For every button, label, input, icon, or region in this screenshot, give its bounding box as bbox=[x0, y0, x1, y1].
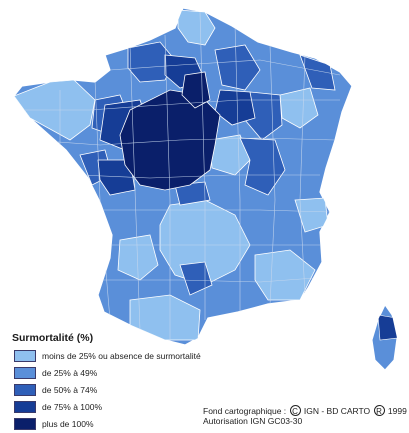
region-50-74-h bbox=[179, 261, 213, 296]
region-light-south bbox=[117, 234, 159, 281]
region-light-north bbox=[177, 9, 216, 46]
legend-title: Surmortalité (%) bbox=[12, 332, 94, 344]
source-middle: IGN - BD CARTO bbox=[301, 406, 373, 416]
region-light-provence bbox=[254, 249, 316, 301]
legend-label-4: de 75% à 100% bbox=[42, 402, 103, 412]
legend-label-2: de 25% à 49% bbox=[42, 368, 98, 378]
region-50-74-b bbox=[214, 44, 261, 91]
mainland-france bbox=[13, 7, 353, 346]
source-line-2: Autorisation IGN GC03-30 bbox=[203, 416, 303, 426]
copyright-icon: C bbox=[289, 405, 301, 416]
legend-label-1: moins de 25% ou absence de surmortalité bbox=[42, 351, 201, 361]
legend-item-3: de 50% à 74% bbox=[10, 382, 240, 399]
legend-label-3: de 50% à 74% bbox=[42, 385, 98, 395]
region-75-100-c bbox=[214, 89, 256, 126]
map-legend: Surmortalité (%) moins de 25% ou absence… bbox=[10, 332, 240, 433]
legend-item-1: moins de 25% ou absence de surmortalité bbox=[10, 348, 240, 365]
legend-swatch-5 bbox=[14, 418, 36, 430]
region-50-74-a bbox=[127, 41, 176, 83]
registered-icon: R bbox=[373, 405, 385, 416]
legend-item-2: de 25% à 49% bbox=[10, 365, 240, 382]
legend-swatch-3 bbox=[14, 384, 36, 396]
region-50-74-g bbox=[174, 181, 211, 206]
legend-swatch-2 bbox=[14, 367, 36, 379]
source-line-1: Fond cartographique : C IGN - BD CARTO R… bbox=[203, 405, 407, 416]
corsica bbox=[371, 304, 398, 371]
source-prefix: Fond cartographique : bbox=[203, 406, 289, 416]
legend-swatch-4 bbox=[14, 401, 36, 413]
legend-label-5: plus de 100% bbox=[42, 419, 94, 429]
legend-swatch-1 bbox=[14, 350, 36, 362]
legend-item-4: de 75% à 100% bbox=[10, 399, 240, 416]
source-suffix: 1999 bbox=[385, 406, 407, 416]
map-source-credit: Fond cartographique : C IGN - BD CARTO R… bbox=[203, 405, 407, 426]
